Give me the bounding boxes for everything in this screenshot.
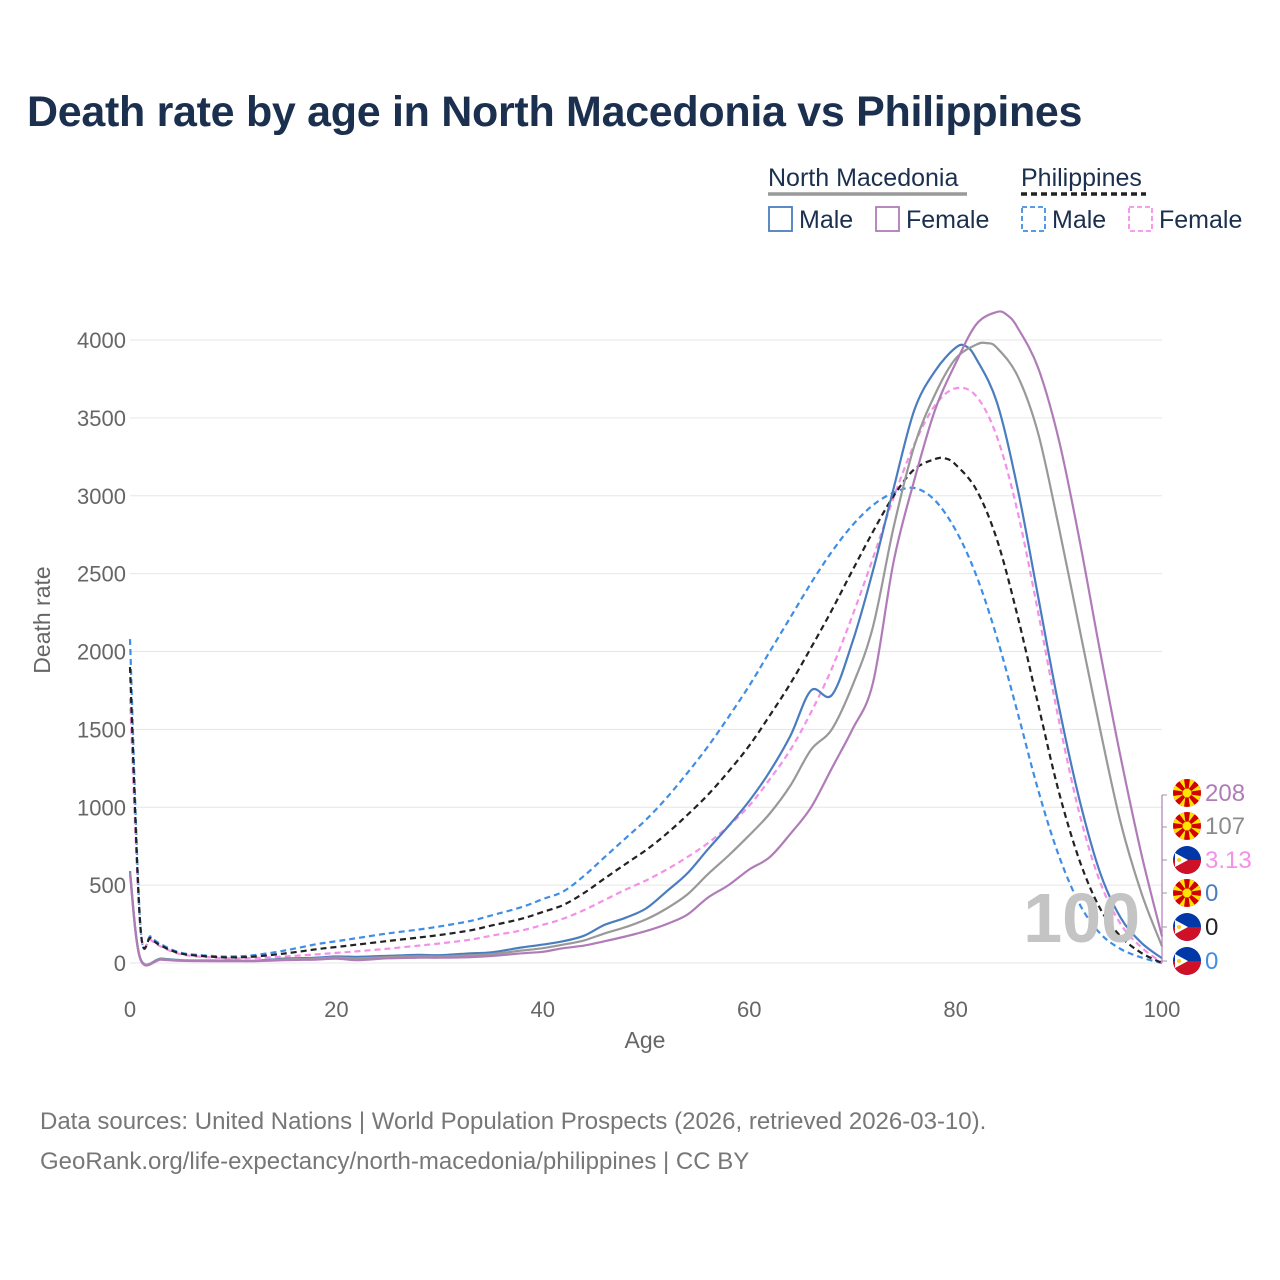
legend-swatch bbox=[875, 206, 900, 232]
end-labels: 208 107 3.13 0 0 0 bbox=[1161, 779, 1252, 975]
series-line-philippines-male bbox=[128, 486, 1163, 965]
legend-item-label: Female bbox=[1159, 206, 1242, 234]
x-tick-label: 0 bbox=[124, 997, 136, 1022]
x-tick-label: 80 bbox=[943, 997, 967, 1022]
series-line-north-macedonia-female bbox=[128, 310, 1164, 967]
end-value-label: 0 bbox=[1205, 948, 1218, 975]
x-tick-label: 100 bbox=[1144, 997, 1181, 1022]
legend-swatch bbox=[1128, 206, 1153, 232]
y-tick-label: 4000 bbox=[77, 328, 126, 353]
philippines-flag-icon bbox=[1173, 947, 1201, 975]
end-value-label: 0 bbox=[1205, 880, 1218, 907]
x-tick-label: 60 bbox=[737, 997, 761, 1022]
legend: North Macedonia Male Female Philippines Male… bbox=[768, 164, 1242, 234]
legend-item-label: Male bbox=[1052, 206, 1106, 234]
y-tick-label: 3500 bbox=[77, 406, 126, 431]
north-macedonia-flag-icon bbox=[1173, 779, 1201, 807]
chart-title: Death rate by age in North Macedonia vs … bbox=[27, 88, 1083, 136]
end-value-label: 3.13 bbox=[1205, 847, 1252, 874]
x-axis-label: Age bbox=[625, 1027, 666, 1053]
footer-sources: Data sources: United Nations | World Pop… bbox=[40, 1108, 987, 1135]
y-tick-label: 2500 bbox=[77, 562, 126, 587]
y-tick-label: 2000 bbox=[77, 640, 126, 665]
y-tick-label: 500 bbox=[89, 873, 126, 898]
footer-url: GeoRank.org/life-expectancy/north-macedo… bbox=[40, 1148, 750, 1175]
philippines-flag-icon bbox=[1173, 846, 1201, 874]
end-value-label: 208 bbox=[1205, 780, 1245, 807]
legend-item-label: Male bbox=[799, 206, 853, 234]
series-line-philippines-total bbox=[128, 456, 1163, 964]
series-layer bbox=[128, 310, 1164, 967]
x-tick-label: 20 bbox=[324, 997, 348, 1022]
year-label: 100 bbox=[1023, 879, 1140, 957]
x-tick-label: 40 bbox=[531, 997, 555, 1022]
series-line-philippines-female bbox=[128, 386, 1163, 964]
y-tick-label: 0 bbox=[114, 951, 126, 976]
y-tick-label: 3000 bbox=[77, 484, 126, 509]
legend-item-label: Female bbox=[906, 206, 989, 234]
philippines-flag-icon bbox=[1173, 913, 1201, 941]
y-tick-label: 1500 bbox=[77, 717, 126, 742]
north-macedonia-flag-icon bbox=[1173, 879, 1201, 907]
grid-lines: 0 500 1000 1500 2000 2500 3000 3500 4000 0 20 40 60 8… bbox=[77, 328, 1180, 1022]
series-line-north-macedonia-male bbox=[128, 343, 1163, 966]
legend-group-title: Philippines bbox=[1021, 164, 1142, 192]
legend-swatch bbox=[1021, 206, 1046, 232]
y-tick-label: 1000 bbox=[77, 795, 126, 820]
legend-group-title: North Macedonia bbox=[768, 164, 958, 192]
legend-swatch bbox=[768, 206, 793, 232]
series-line-north-macedonia-total bbox=[128, 341, 1164, 967]
end-value-label: 107 bbox=[1205, 813, 1245, 840]
end-value-label: 0 bbox=[1205, 914, 1218, 941]
north-macedonia-flag-icon bbox=[1173, 812, 1201, 840]
y-axis-label: Death rate bbox=[29, 566, 55, 673]
